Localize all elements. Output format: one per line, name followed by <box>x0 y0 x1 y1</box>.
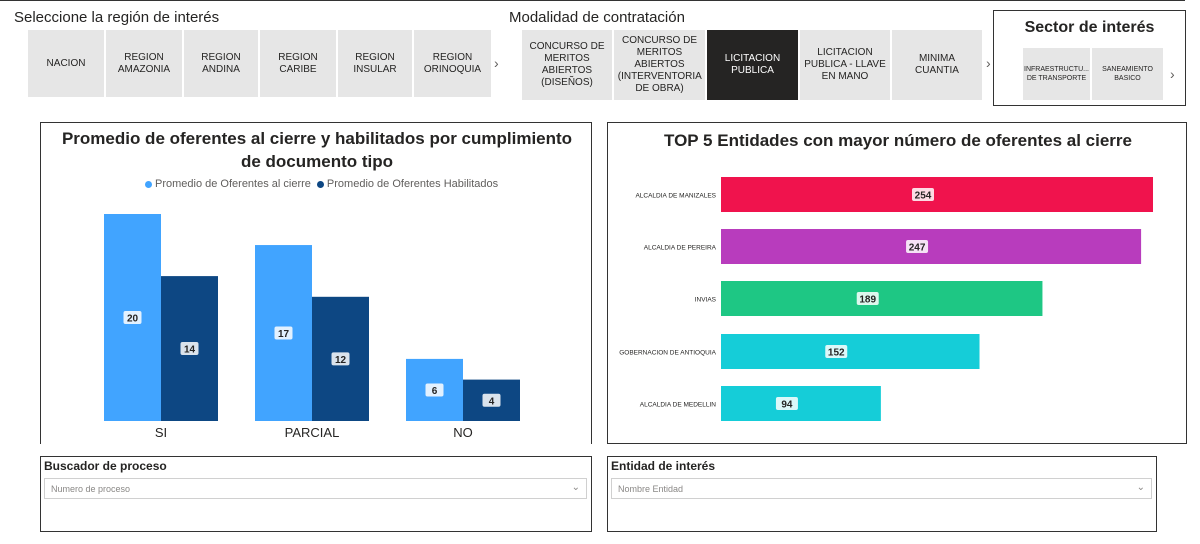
region-item-3[interactable]: REGION CARIBE <box>260 30 336 97</box>
chevron-down-icon: ⌄ <box>571 482 580 493</box>
sector-slicer-title: Sector de interés <box>1024 19 1155 36</box>
modalidad-slicer-title: Modalidad de contratación <box>509 9 685 26</box>
region-item-2[interactable]: REGION ANDINA <box>184 30 258 97</box>
process-search-title: Buscador de proceso <box>44 459 167 473</box>
data-label: 152 <box>828 348 845 359</box>
data-label-bg <box>425 383 444 397</box>
avg-offerors-chart-panel: Promedio de oferentes al cierre y habili… <box>40 122 592 444</box>
region-item-0[interactable]: NACION <box>28 30 104 97</box>
chevron-right-icon[interactable]: › <box>986 55 991 71</box>
data-label: 17 <box>278 329 290 340</box>
entity-label: ALCALDIA DE MANIZALES <box>635 193 716 200</box>
data-label: 14 <box>184 345 196 356</box>
avg-offerors-legend: Promedio de Oferentes al cierre Promedio… <box>145 178 498 190</box>
data-label-bg <box>912 188 934 201</box>
data-label-bg <box>274 326 293 340</box>
modalidad-item-0[interactable]: CONCURSO DE MERITOS ABIERTOS (DISEÑOS) <box>522 30 612 100</box>
chevron-down-icon: ⌄ <box>1136 482 1145 493</box>
entity-label: ALCALDIA DE PEREIRA <box>644 245 717 252</box>
bar-entity-1[interactable] <box>721 229 1142 264</box>
data-label: 4 <box>489 396 495 407</box>
legend-dot-icon <box>316 180 324 188</box>
top5-entities-bar-chart: ALCALDIA DE MANIZALES 254 ALCALDIA DE PERE… <box>619 177 1153 421</box>
avg-offerors-chart-title: Promedio de oferentes al cierre y habili… <box>61 129 573 171</box>
bar-entity-3[interactable] <box>721 334 980 369</box>
data-label: 6 <box>432 386 438 397</box>
region-slicer-title: Seleccione la región de interés <box>14 9 220 26</box>
entity-name-dropdown[interactable]: Nombre Entidad ⌄ <box>611 478 1152 499</box>
sector-item-infraestructura[interactable]: INFRAESTRUCTU... DE TRANSPORTE <box>1023 48 1090 100</box>
legend-dot-icon <box>145 180 152 188</box>
data-label-bg <box>123 311 142 324</box>
data-label: 189 <box>859 295 876 306</box>
data-label: 12 <box>335 355 347 366</box>
modalidad-item-2[interactable]: LICITACION PUBLICA <box>707 30 798 100</box>
data-label-bg <box>825 345 848 358</box>
sector-item-saneamiento[interactable]: SANEAMIENTO BASICO <box>1092 48 1163 100</box>
data-label-bg <box>331 352 350 366</box>
entity-label: ALCALDIA DE MEDELLIN <box>640 402 717 409</box>
modalidad-item-4[interactable]: MINIMA CUANTIA <box>892 30 982 100</box>
region-item-5[interactable]: REGION ORINOQUIA <box>414 30 491 97</box>
process-search-panel: Buscador de proceso Numero de proceso ⌄ <box>40 456 592 532</box>
top-border <box>0 0 1185 1</box>
top5-entities-chart-panel: TOP 5 Entidades con mayor número de ofer… <box>607 122 1187 444</box>
chevron-right-icon[interactable]: › <box>1170 66 1175 82</box>
top5-entities-chart-title: TOP 5 Entidades con mayor número de ofer… <box>664 131 1132 150</box>
data-label-bg <box>180 342 199 356</box>
bar-entity-0[interactable] <box>721 177 1153 212</box>
legend-item[interactable]: Promedio de Oferentes Habilitados <box>316 178 499 190</box>
entity-label: GOBERNACION DE ANTIOQUIA <box>619 350 716 357</box>
entity-search-title: Entidad de interés <box>611 459 716 473</box>
data-label: 20 <box>127 314 139 325</box>
legend-label: Promedio de Oferentes Habilitados <box>326 178 499 190</box>
data-label-bg <box>856 292 879 305</box>
entity-search-panel: Entidad de interés Nombre Entidad ⌄ <box>607 456 1157 532</box>
region-item-4[interactable]: REGION INSULAR <box>338 30 412 97</box>
process-number-placeholder: Numero de proceso <box>51 483 131 494</box>
category-label: NO <box>453 425 473 440</box>
sector-slicer: Sector de interés INFRAESTRUCTU... DE TR… <box>993 10 1186 106</box>
entity-label: INVIAS <box>695 297 717 304</box>
modalidad-item-1[interactable]: CONCURSO DE MERITOS ABIERTOS (INTERVENTO… <box>614 30 705 100</box>
modalidad-item-3[interactable]: LICITACION PUBLICA - LLAVE EN MANO <box>800 30 890 100</box>
category-label: PARCIAL <box>285 425 340 440</box>
process-number-dropdown[interactable]: Numero de proceso ⌄ <box>44 478 587 499</box>
legend-label: Promedio de Oferentes al cierre <box>155 178 311 190</box>
data-label: 254 <box>915 191 932 202</box>
data-label-bg <box>906 240 929 253</box>
data-label: 94 <box>781 400 793 411</box>
avg-offerors-bar-chart: 20 14 SI 17 12 PARCIAL 6 4 NO <box>104 214 520 440</box>
bar-entity-2[interactable] <box>721 281 1043 316</box>
entity-name-placeholder: Nombre Entidad <box>618 483 684 494</box>
data-label-bg <box>775 397 798 410</box>
data-label-bg <box>482 393 501 407</box>
data-label: 247 <box>909 243 926 254</box>
bar-entity-4[interactable] <box>721 386 881 421</box>
chevron-right-icon[interactable]: › <box>494 55 499 71</box>
region-item-1[interactable]: REGION AMAZONIA <box>106 30 182 97</box>
legend-item[interactable]: Promedio de Oferentes al cierre <box>145 178 311 190</box>
category-label: SI <box>155 425 167 440</box>
